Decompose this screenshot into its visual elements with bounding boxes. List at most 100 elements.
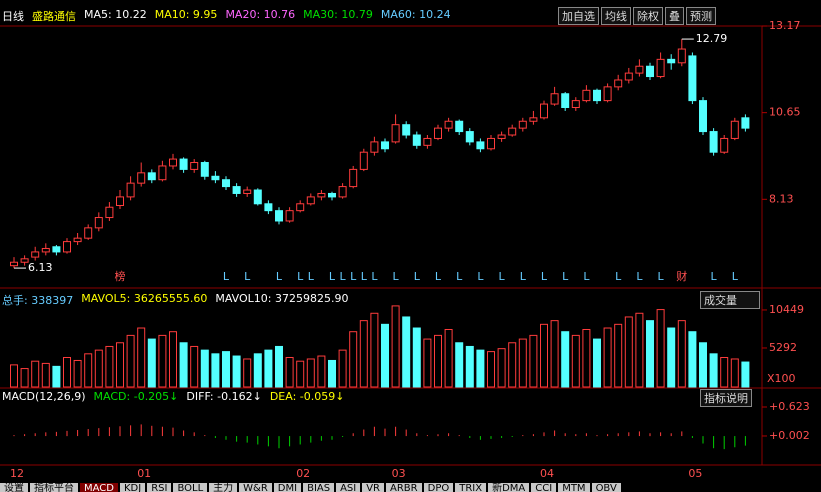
candle-body (41, 247, 50, 253)
volume-bar (582, 328, 591, 388)
button[interactable]: 除权 (633, 7, 663, 25)
button[interactable]: 加自选 (558, 7, 599, 25)
candle-body (222, 179, 230, 188)
candle-body (253, 189, 262, 205)
tab[interactable]: 主力 (209, 483, 238, 492)
tab[interactable]: ARBR (386, 483, 422, 492)
event-marker: 榜 (115, 269, 126, 283)
tab[interactable]: 指标平台 (30, 483, 78, 492)
candle-body (105, 206, 114, 219)
tab[interactable]: TRIX (455, 483, 487, 492)
event-marker: L (276, 270, 283, 283)
candle-body (20, 258, 29, 263)
volume-bar (296, 360, 305, 388)
indicator-help[interactable]: 指标说明 (700, 389, 752, 407)
event-marker: L (435, 270, 442, 283)
volume-bar (105, 345, 114, 388)
candle-body (709, 131, 718, 153)
volume-bar (359, 320, 368, 388)
ma-legend: MA30: 10.79 (303, 8, 373, 21)
tab[interactable]: ASI (336, 483, 361, 492)
candle-body (94, 217, 103, 229)
ma-legend: MA5: 10.22 (84, 8, 147, 21)
volume-legend: MAVOL5: 36265555.60 (81, 292, 208, 305)
volume-bar (571, 334, 580, 388)
button[interactable]: 均线 (601, 7, 631, 25)
volume-bar (476, 349, 485, 388)
x-tick-label: 02 (296, 467, 310, 480)
event-marker: L (636, 270, 643, 283)
tab[interactable]: MTM (558, 483, 590, 492)
button[interactable]: 预测 (686, 7, 716, 25)
volume-bar (423, 338, 432, 388)
tab[interactable]: VR (362, 483, 385, 492)
ma-legend: MA20: 10.76 (225, 8, 296, 21)
candle-body (338, 186, 347, 198)
button[interactable]: 叠 (665, 7, 684, 25)
event-marker: 财 (676, 269, 687, 283)
volume-legend: 总手: 338397 (2, 294, 74, 307)
x-tick-label: 01 (137, 467, 151, 480)
volume-bar (677, 320, 686, 388)
ma-legend: MA60: 10.24 (380, 8, 451, 21)
volume-bar (402, 316, 411, 388)
tab[interactable]: 设置 (0, 483, 28, 492)
tab[interactable]: DMI (273, 483, 302, 492)
candle-body (667, 58, 676, 64)
tab[interactable]: RSI (147, 483, 172, 492)
volume-bar (147, 338, 156, 388)
panel-borders (0, 25, 821, 466)
button[interactable]: 指标说明 (700, 389, 752, 407)
tab[interactable]: BIAS (303, 483, 335, 492)
candle-body (158, 165, 167, 181)
volume-bar (169, 331, 177, 388)
volume-bar (381, 323, 389, 388)
tab[interactable]: 新DMA (488, 483, 530, 492)
candle-body (614, 79, 623, 88)
high-label: 12.79 (696, 32, 728, 45)
candle-body (508, 127, 517, 136)
volume-dropdown[interactable]: 成交量 (700, 291, 760, 309)
candle-body (169, 158, 177, 167)
candle-body (232, 186, 241, 194)
volume-bar (709, 353, 718, 388)
candle-body (741, 117, 750, 129)
volume-bar (497, 348, 506, 388)
volume-bar (94, 349, 103, 388)
volume-bar (84, 353, 93, 388)
volume-bar (211, 353, 220, 388)
event-marker: L (361, 270, 368, 283)
tab[interactable]: KDJ (119, 483, 146, 492)
candle-body (593, 89, 601, 102)
candle-body (73, 237, 82, 243)
candle-body (434, 127, 442, 139)
tab[interactable]: CCI (531, 483, 557, 492)
ma-legend: MA10: 9.95 (154, 8, 218, 21)
event-marker: L (583, 270, 590, 283)
event-marker: L (732, 270, 739, 283)
tab[interactable]: OBV (591, 483, 621, 492)
macd-legend: DIFF: -0.162↓ (186, 390, 262, 403)
volume-bar (253, 353, 262, 388)
tab[interactable]: W&R (239, 483, 272, 492)
event-marker: L (456, 270, 463, 283)
candle-body (423, 137, 432, 146)
event-marker: L (393, 270, 400, 283)
event-marker: L (658, 270, 665, 283)
event-marker: L (329, 270, 336, 283)
tab[interactable]: DPO (423, 483, 454, 492)
volume-bar (349, 331, 358, 388)
volume-bar (635, 312, 644, 388)
dropdown[interactable]: 成交量 (700, 291, 760, 309)
y-tick-label: 10449 (769, 303, 804, 316)
tab[interactable]: BOLL (173, 483, 208, 492)
volume-bar (41, 362, 50, 388)
candle-body (540, 103, 548, 119)
volume-bar (179, 342, 188, 388)
volume-bar (20, 368, 29, 388)
x-tick-label: 04 (540, 467, 554, 480)
event-marker: L (477, 270, 484, 283)
tab[interactable]: MACD (80, 483, 118, 492)
event-marker: L (308, 270, 315, 283)
